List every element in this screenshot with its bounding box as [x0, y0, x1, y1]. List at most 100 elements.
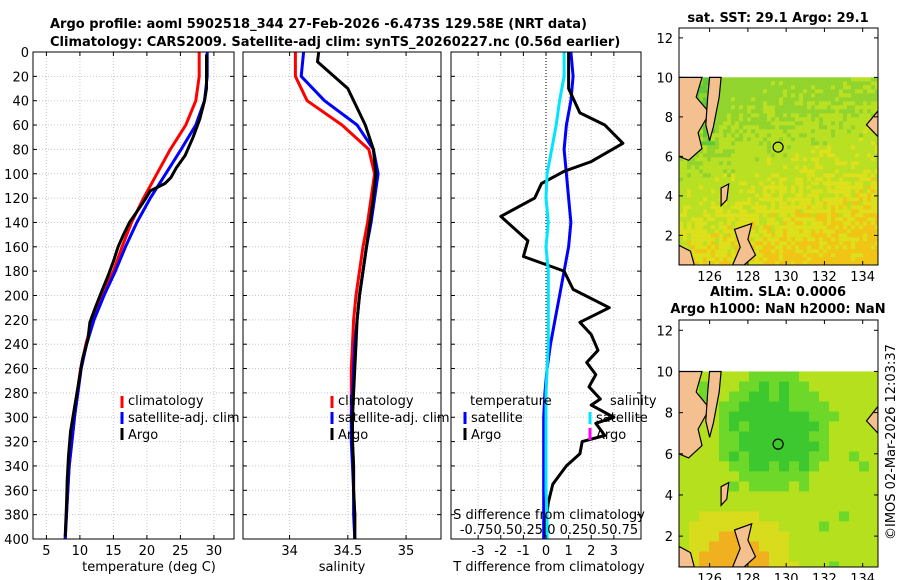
field-cell [839, 209, 843, 214]
field-cell [803, 241, 807, 246]
field-cell [779, 249, 783, 254]
field-cell [819, 491, 829, 502]
field-cell [695, 253, 699, 258]
field-cell [871, 145, 875, 150]
field-cell [795, 209, 799, 214]
legend-label-climatology: climatology [128, 394, 204, 409]
field-cell [849, 561, 859, 567]
field-cell [743, 177, 747, 182]
field-cell [855, 237, 859, 242]
field-cell [751, 213, 755, 218]
field-cell [743, 141, 747, 146]
field-cell [747, 261, 751, 265]
field-cell [811, 161, 815, 166]
field-cell [795, 85, 799, 90]
field-cell [847, 249, 851, 254]
field-cell [867, 173, 871, 178]
field-cell [679, 165, 683, 170]
field-cell [747, 205, 751, 210]
y-tick-label: 200 [4, 290, 29, 305]
field-cell [811, 249, 815, 254]
field-cell [749, 561, 759, 567]
field-cell [699, 541, 709, 552]
field-cell [795, 245, 799, 250]
field-cell [799, 93, 803, 98]
field-cell [811, 133, 815, 138]
field-cell [859, 109, 863, 114]
field-cell [807, 109, 811, 114]
field-cell [847, 165, 851, 170]
field-cell [863, 245, 867, 250]
field-cell [763, 169, 767, 174]
field-cell [779, 85, 783, 90]
x-tick-label: 128 [735, 270, 760, 285]
field-cell [687, 221, 691, 226]
field-cell [689, 501, 699, 512]
field-cell [827, 121, 831, 126]
field-cell [839, 193, 843, 198]
field-cell [823, 197, 827, 202]
field-cell [791, 81, 795, 86]
field-cell [791, 101, 795, 106]
field-cell [703, 229, 707, 234]
field-cell [815, 209, 819, 214]
field-cell [823, 137, 827, 142]
field-cell [859, 551, 869, 562]
field-cell [695, 161, 699, 166]
field-cell [679, 471, 689, 482]
sla-map-title-1: Altim. SLA: 0.0006 [710, 285, 846, 300]
field-cell [831, 113, 835, 118]
field-cell [699, 237, 703, 242]
field-cell [783, 181, 787, 186]
field-cell [715, 137, 719, 142]
field-cell [807, 145, 811, 150]
field-cell [791, 249, 795, 254]
sst-map-title: sat. SST: 29.1 Argo: 29.1 [687, 11, 868, 26]
field-cell [711, 169, 715, 174]
field-cell [819, 121, 823, 126]
field-cell [759, 245, 763, 250]
field-cell [769, 541, 779, 552]
field-cell [723, 77, 727, 82]
field-cell [727, 161, 731, 166]
field-cell [835, 129, 839, 134]
field-cell [727, 105, 731, 110]
field-cell [867, 77, 871, 82]
field-cell [855, 125, 859, 130]
field-cell [767, 189, 771, 194]
field-cell [715, 113, 719, 118]
field-cell [767, 241, 771, 246]
field-cell [871, 233, 875, 238]
field-cell [771, 181, 775, 186]
field-cell [687, 245, 691, 250]
field-cell [819, 181, 823, 186]
field-cell [695, 229, 699, 234]
field-cell [779, 101, 783, 106]
field-cell [739, 133, 743, 138]
field-cell [819, 185, 823, 190]
land-mass [679, 370, 711, 459]
field-cell [867, 237, 871, 242]
field-cell [811, 201, 815, 206]
field-cell [803, 189, 807, 194]
field-cell [791, 189, 795, 194]
field-cell [751, 237, 755, 242]
field-cell [803, 117, 807, 122]
field-cell [707, 165, 711, 170]
field-cell [719, 371, 729, 382]
field-cell [787, 141, 791, 146]
field-cell [807, 193, 811, 198]
field-cell [729, 501, 739, 512]
field-cell [795, 173, 799, 178]
field-cell [683, 229, 687, 234]
temperature-xlabel: temperature (deg C) [82, 560, 216, 575]
field-cell [851, 169, 855, 174]
field-cell [791, 157, 795, 162]
field-cell [747, 125, 751, 130]
field-cell [767, 161, 771, 166]
field-cell [791, 105, 795, 110]
field-cell [835, 253, 839, 258]
field-cell [815, 161, 819, 166]
field-cell [739, 153, 743, 158]
field-cell [755, 177, 759, 182]
